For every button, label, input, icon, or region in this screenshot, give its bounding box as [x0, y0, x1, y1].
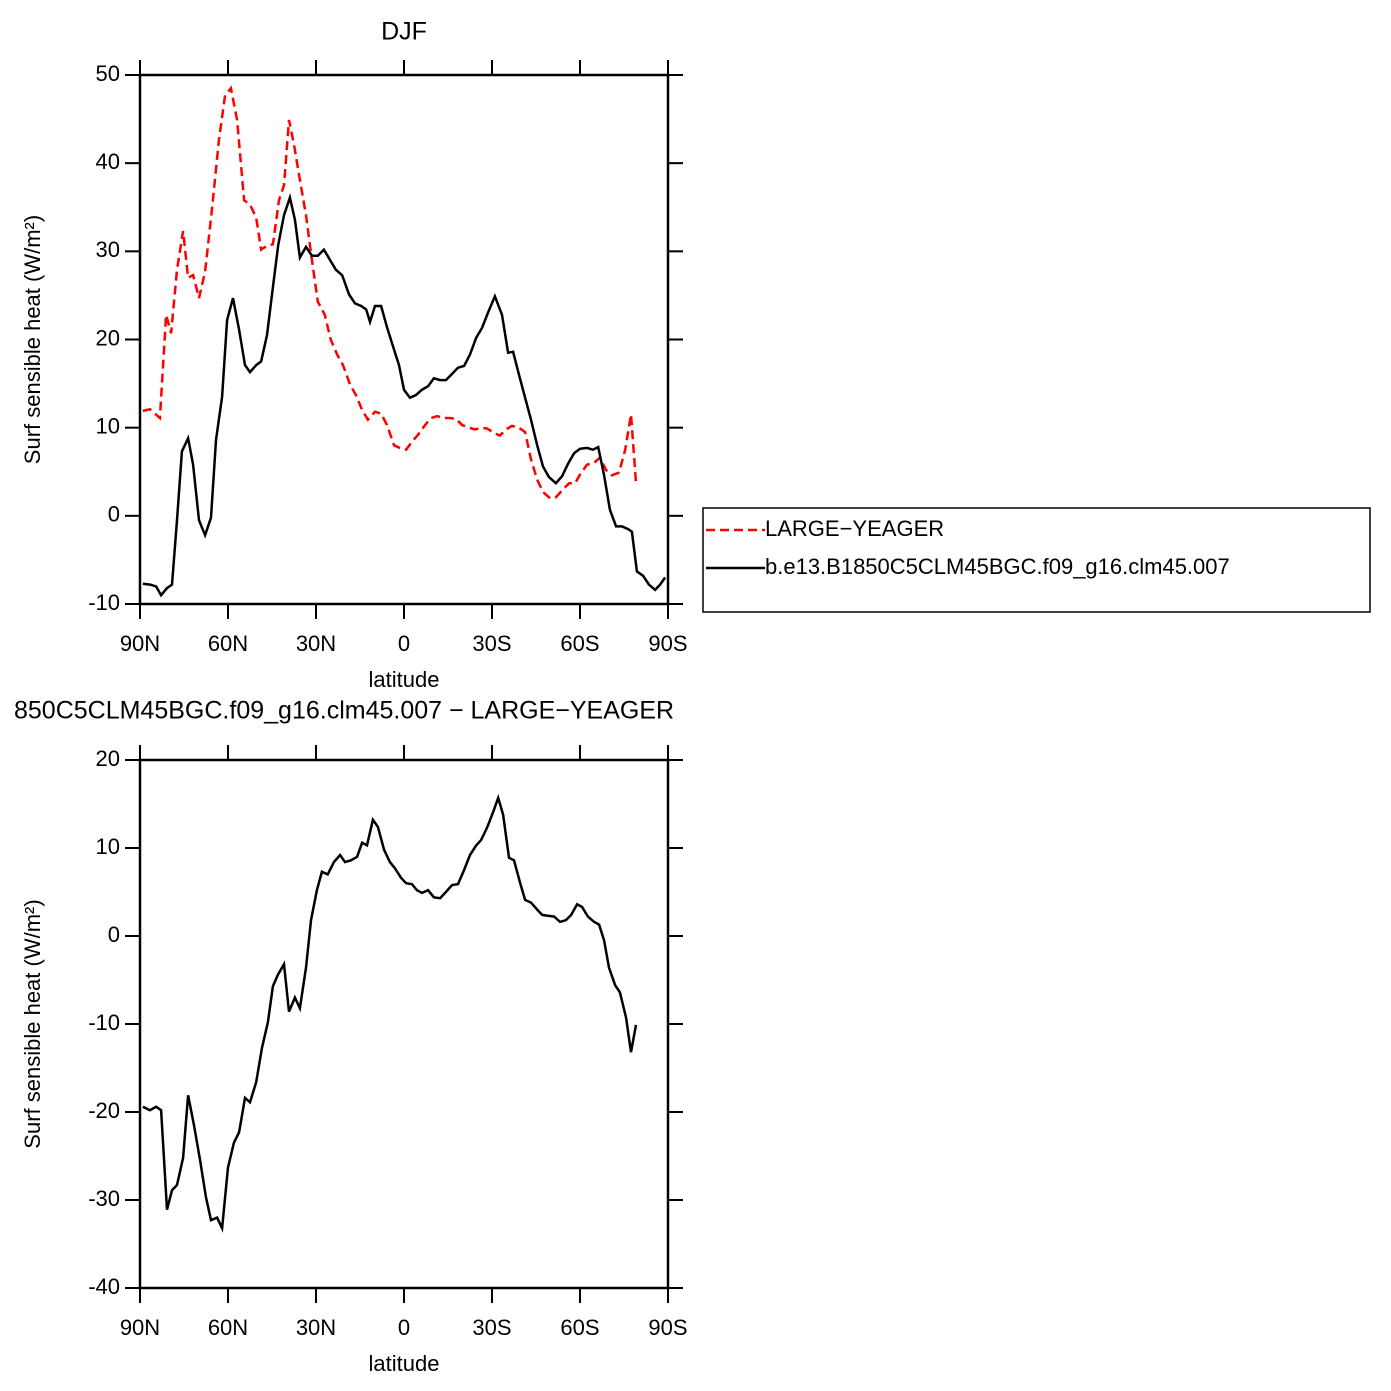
x-tick-label: 60N [208, 1315, 248, 1340]
x-tick-label: 30N [296, 1315, 336, 1340]
x-tick-label: 30S [472, 1315, 511, 1340]
x-axis-label: latitude [369, 667, 440, 692]
y-tick-label: -10 [88, 1010, 120, 1035]
chart-title: DJF [381, 18, 427, 46]
data-line [142, 793, 638, 1233]
legend-box [702, 507, 1371, 613]
y-tick-label: 20 [96, 325, 120, 350]
y-tick-label: -40 [88, 1274, 120, 1299]
y-tick-label: 0 [108, 502, 120, 527]
legend-label: b.e13.B1850C5CLM45BGC.f09_g16.clm45.007 [765, 554, 1230, 579]
x-tick-label: 30N [296, 631, 336, 656]
y-axis-label: Surf sensible heat (W/m²) [20, 899, 45, 1148]
plot-frame [138, 758, 670, 1290]
x-tick-label: 30S [472, 631, 511, 656]
x-tick-label: 90S [648, 1315, 687, 1340]
y-tick-label: -10 [88, 590, 120, 615]
y-tick-label: 30 [96, 237, 120, 262]
y-tick-label: 10 [96, 413, 120, 438]
plot-frame [138, 73, 670, 606]
y-tick-label: -20 [88, 1098, 120, 1123]
x-tick-label: 0 [398, 631, 410, 656]
y-tick-label: 50 [96, 61, 120, 86]
x-tick-label: 60S [560, 1315, 599, 1340]
x-axis-label: latitude [369, 1351, 440, 1376]
y-tick-label: 10 [96, 834, 120, 859]
x-tick-label: 0 [398, 1315, 410, 1340]
x-tick-label: 90S [648, 631, 687, 656]
data-line [142, 85, 638, 500]
y-tick-label: 20 [96, 746, 120, 771]
chart-title: 850C5CLM45BGC.f09_g16.clm45.007 − LARGE−… [14, 697, 674, 725]
y-axis-label: Surf sensible heat (W/m²) [20, 215, 45, 464]
x-tick-label: 60S [560, 631, 599, 656]
x-tick-label: 90N [120, 1315, 160, 1340]
y-tick-label: 40 [96, 149, 120, 174]
legend-label: LARGE−YEAGER [765, 516, 944, 541]
x-tick-label: 60N [208, 631, 248, 656]
x-tick-label: 90N [120, 631, 160, 656]
data-line [142, 192, 667, 598]
y-tick-label: -30 [88, 1186, 120, 1211]
y-tick-label: 0 [108, 922, 120, 947]
